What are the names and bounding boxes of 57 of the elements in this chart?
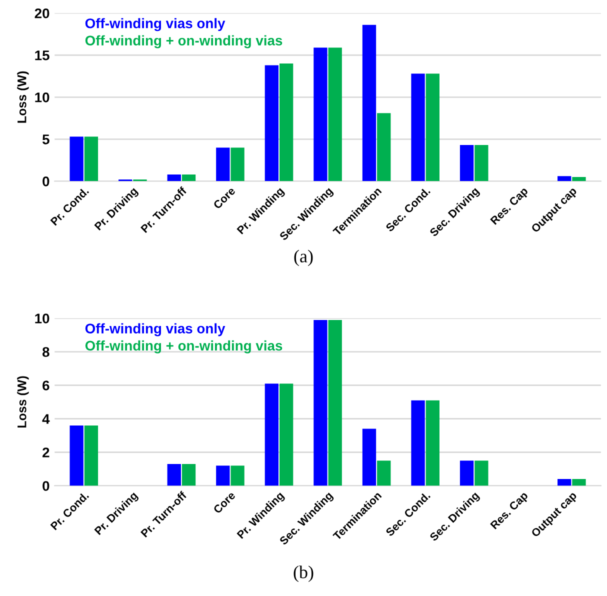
text: (b)	[294, 566, 314, 582]
bar	[362, 24, 376, 182]
bar	[558, 176, 572, 182]
bar	[84, 425, 98, 486]
y-tick-label: 4	[42, 414, 50, 424]
bar	[279, 64, 294, 182]
bar	[474, 145, 488, 182]
y-tick-label: 6	[42, 380, 50, 390]
y-tick-label: 0	[42, 176, 50, 186]
x-tick-label: Res. Cap	[490, 186, 530, 226]
text: (a)	[294, 250, 313, 266]
bar	[314, 320, 328, 486]
series-label: Off-winding + on-winding vias	[85, 35, 282, 48]
bar	[216, 148, 230, 182]
bar	[426, 400, 440, 486]
bar	[460, 145, 474, 182]
bar	[411, 400, 425, 486]
bar	[84, 136, 98, 182]
bar	[411, 74, 425, 182]
bar	[426, 74, 440, 182]
bar	[279, 384, 294, 486]
bar	[314, 48, 328, 182]
y-axis-title: Loss (W)	[17, 71, 29, 123]
bar	[460, 460, 474, 486]
y-tick-label: 0	[42, 481, 50, 491]
bar	[362, 428, 376, 486]
text: Off-winding vias only	[85, 323, 226, 336]
y-axis-title: Loss (W)	[17, 376, 29, 428]
text: Off-winding vias only	[85, 18, 226, 32]
bar	[182, 174, 196, 182]
y-tick-label: 2	[42, 448, 50, 458]
y-tick-label: 20	[34, 8, 50, 18]
bar	[230, 148, 244, 182]
bar	[572, 176, 586, 182]
bar	[70, 136, 84, 182]
bar	[377, 460, 391, 486]
y-tick-label: 15	[35, 50, 50, 60]
y-tick-label: 10	[35, 314, 50, 324]
bar	[167, 174, 181, 182]
bar	[230, 466, 244, 486]
bar	[182, 464, 196, 486]
bar	[377, 113, 391, 182]
bar	[474, 460, 488, 486]
bar	[572, 479, 586, 486]
bar	[264, 65, 279, 182]
y-tick-label: 5	[42, 134, 50, 144]
bar	[328, 48, 342, 182]
bar	[264, 384, 279, 486]
bar	[558, 479, 572, 486]
bar	[167, 464, 181, 486]
bar	[70, 425, 84, 486]
y-tick-label: 10	[35, 92, 50, 102]
y-tick-label: 8	[42, 347, 50, 357]
bar	[216, 466, 230, 486]
text: Off-winding + on-winding vias	[85, 340, 282, 354]
bar	[328, 320, 342, 486]
x-tick-label: Res. Cap	[490, 491, 530, 532]
